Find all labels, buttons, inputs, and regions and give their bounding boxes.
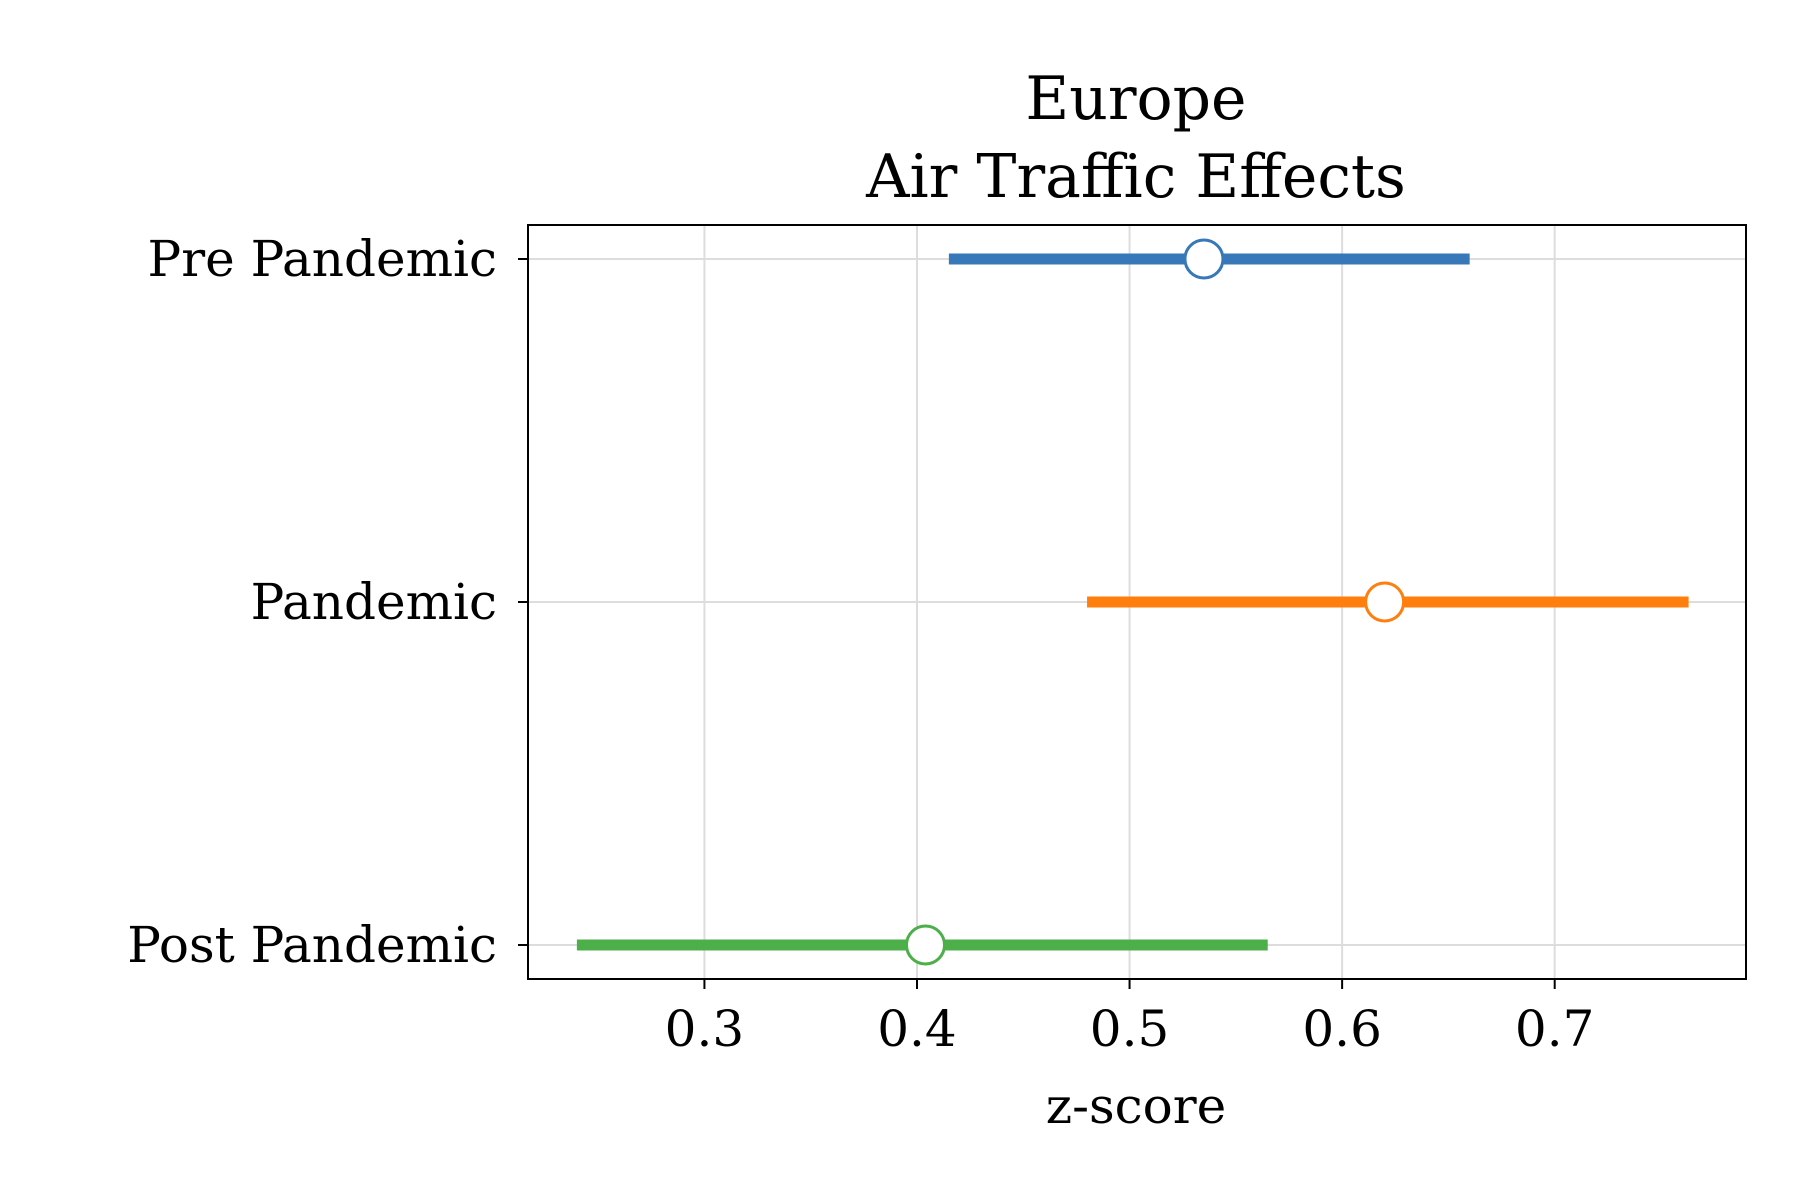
- x-tick-label: 0.3: [665, 1000, 745, 1058]
- estimate-marker: [904, 924, 946, 966]
- chart-subtitle: Air Traffic Effects: [865, 142, 1406, 212]
- estimate-marker: [1364, 581, 1406, 623]
- x-tick-label: 0.7: [1515, 1000, 1595, 1058]
- x-tick-label: 0.4: [877, 1000, 957, 1058]
- series-group: [576, 924, 1268, 966]
- chart-title: Europe: [1025, 64, 1246, 134]
- y-category-label: Pre Pandemic: [148, 230, 497, 288]
- estimate-marker: [1183, 238, 1225, 280]
- x-axis-label: z-score: [1046, 1077, 1227, 1135]
- series-layer: [576, 238, 1689, 966]
- tick-layer: 0.3 0.4 0.5 0.6 0.7 Pre Pandemic Pandemic Post …: [127, 230, 1594, 1058]
- x-tick-label: 0.5: [1090, 1000, 1170, 1058]
- y-category-label: Post Pandemic: [127, 916, 497, 974]
- x-tick-label: 0.6: [1302, 1000, 1382, 1058]
- series-group: [1087, 581, 1689, 623]
- series-group: [948, 238, 1470, 280]
- y-category-label: Pandemic: [251, 573, 497, 631]
